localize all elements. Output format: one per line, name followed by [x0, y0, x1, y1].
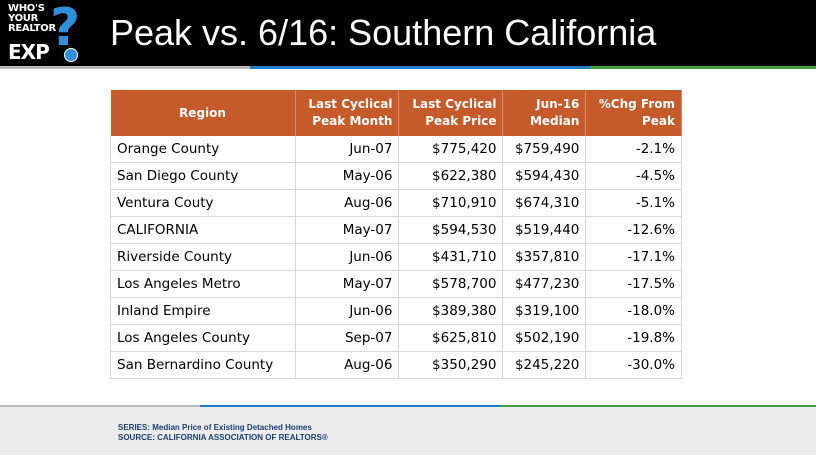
- region-cell: Orange County: [110, 136, 296, 163]
- value-cell: -17.5%: [585, 270, 682, 298]
- region-cell: Inland Empire: [110, 297, 296, 325]
- column-header-line-2: Peak: [641, 114, 675, 128]
- column-header-line-1: Region: [179, 105, 226, 120]
- price-table: Region Last Cyclical Peak Month Last Cyclic…: [110, 90, 682, 379]
- value-cell: $519,440: [502, 216, 587, 244]
- table-row: Ventura Couty Aug-06 $710,910 $674,310 -5.1%: [110, 189, 682, 217]
- value-cell: $502,190: [502, 324, 587, 352]
- region-cell: CALIFORNIA: [110, 216, 296, 244]
- value-cell: -19.8%: [585, 324, 682, 352]
- accent-stripe-green: [590, 66, 816, 69]
- value-cell: -5.1%: [585, 189, 682, 217]
- value-cell: -12.6%: [585, 216, 682, 244]
- footer-accent-line: [0, 405, 816, 407]
- slide-title: Peak vs. 6/16: Southern California: [110, 12, 657, 53]
- region-cell: Ventura Couty: [110, 189, 296, 217]
- table-row: CALIFORNIA May-07 $594,530 $519,440 -12.6%: [110, 216, 682, 244]
- table-row: Riverside County Jun-06 $431,710 $357,810 -1…: [110, 243, 682, 271]
- value-cell: May-07: [295, 270, 400, 298]
- column-header-line-2: Peak Price: [425, 114, 497, 128]
- value-cell: Jun-07: [295, 136, 400, 163]
- value-cell: -30.0%: [585, 351, 682, 379]
- region-cell: Riverside County: [110, 243, 296, 271]
- series-note: SERIES: Median Price of Existing Detache…: [118, 423, 312, 432]
- value-cell: $674,310: [502, 189, 587, 217]
- footer-stripe-blue: [200, 405, 500, 407]
- table-header-row: Region Last Cyclical Peak Month Last Cyclic…: [110, 90, 682, 136]
- source-note: SERIES: Median Price of Existing Detache…: [118, 423, 328, 443]
- value-cell: $759,490: [502, 136, 587, 163]
- accent-stripe-gray: [0, 66, 250, 69]
- footer-stripe-gray: [0, 405, 200, 407]
- column-header-4: %Chg From Peak: [585, 90, 682, 136]
- value-cell: $319,100: [502, 297, 587, 325]
- logo-exp: EXP: [8, 40, 50, 64]
- value-cell: $594,530: [398, 216, 504, 244]
- logo-dot-icon: [64, 48, 78, 62]
- table-row: San Bernardino County Aug-06 $350,290 $245,…: [110, 351, 682, 379]
- column-header-line-2: Peak Month: [312, 114, 393, 128]
- question-mark-icon: ?: [50, 0, 81, 58]
- column-header-line-1: Last Cyclical: [308, 97, 393, 111]
- table-row: Inland Empire Jun-06 $389,380 $319,100 -18.0…: [110, 297, 682, 325]
- region-cell: Los Angeles County: [110, 324, 296, 352]
- header-bar: WHO'S YOUR REALTOR EXP ? Peak vs. 6/16: …: [0, 0, 816, 66]
- table-row: Los Angeles County Sep-07 $625,810 $502,190…: [110, 324, 682, 352]
- value-cell: Jun-06: [295, 297, 400, 325]
- value-cell: May-07: [295, 216, 400, 244]
- column-header-line-1: Last Cyclical: [412, 97, 497, 111]
- logo-text: WHO'S YOUR REALTOR: [8, 4, 56, 34]
- value-cell: Sep-07: [295, 324, 400, 352]
- value-cell: Aug-06: [295, 189, 400, 217]
- logo-line-2: YOUR: [8, 13, 39, 24]
- table-row: Los Angeles Metro May-07 $578,700 $477,230-…: [110, 270, 682, 298]
- value-cell: $594,430: [502, 162, 587, 190]
- value-cell: -4.5%: [585, 162, 682, 190]
- table-row: Orange County Jun-07 $775,420 $759,490 -2.1%: [110, 136, 682, 163]
- value-cell: $357,810: [502, 243, 587, 271]
- source-credit: SOURCE: CALIFORNIA ASSOCIATION OF REALTO…: [118, 433, 328, 442]
- column-header-line-1: Jun-16: [536, 97, 580, 111]
- column-header-line-1: %Chg From: [598, 97, 675, 111]
- value-cell: $350,290: [398, 351, 504, 379]
- expo-logo: WHO'S YOUR REALTOR EXP ?: [8, 0, 86, 64]
- region-cell: Los Angeles Metro: [110, 270, 296, 298]
- column-header-3: Jun-16 Median: [502, 90, 587, 136]
- value-cell: $389,380: [398, 297, 504, 325]
- value-cell: $625,810: [398, 324, 504, 352]
- footer-stripe-green: [500, 405, 816, 407]
- accent-stripe-blue: [250, 66, 590, 69]
- region-cell: San Bernardino County: [110, 351, 296, 379]
- footer-bar: [0, 405, 816, 455]
- value-cell: May-06: [295, 162, 400, 190]
- value-cell: -2.1%: [585, 136, 682, 163]
- logo-line-3: REALTOR: [8, 23, 56, 34]
- value-cell: $775,420: [398, 136, 504, 163]
- value-cell: $431,710: [398, 243, 504, 271]
- price-table-container: Region Last Cyclical Peak Month Last Cyclic…: [110, 90, 682, 379]
- logo-line-1: WHO'S: [8, 3, 45, 14]
- table-body: Orange County Jun-07 $775,420 $759,490 -2.1%…: [110, 136, 682, 379]
- value-cell: $622,380: [398, 162, 504, 190]
- value-cell: $710,910: [398, 189, 504, 217]
- table-row: San Diego County May-06 $622,380 $594,430 -4…: [110, 162, 682, 190]
- column-header-0: Region: [110, 90, 296, 136]
- value-cell: Jun-06: [295, 243, 400, 271]
- value-cell: Aug-06: [295, 351, 400, 379]
- value-cell: $245,220: [502, 351, 587, 379]
- value-cell: -17.1%: [585, 243, 682, 271]
- value-cell: $578,700: [398, 270, 504, 298]
- value-cell: $477,230: [502, 270, 587, 298]
- value-cell: -18.0%: [585, 297, 682, 325]
- column-header-1: Last Cyclical Peak Month: [295, 90, 400, 136]
- table-header: Region Last Cyclical Peak Month Last Cyclic…: [110, 90, 682, 136]
- column-header-line-2: Median: [529, 114, 580, 128]
- column-header-2: Last Cyclical Peak Price: [398, 90, 504, 136]
- region-cell: San Diego County: [110, 162, 296, 190]
